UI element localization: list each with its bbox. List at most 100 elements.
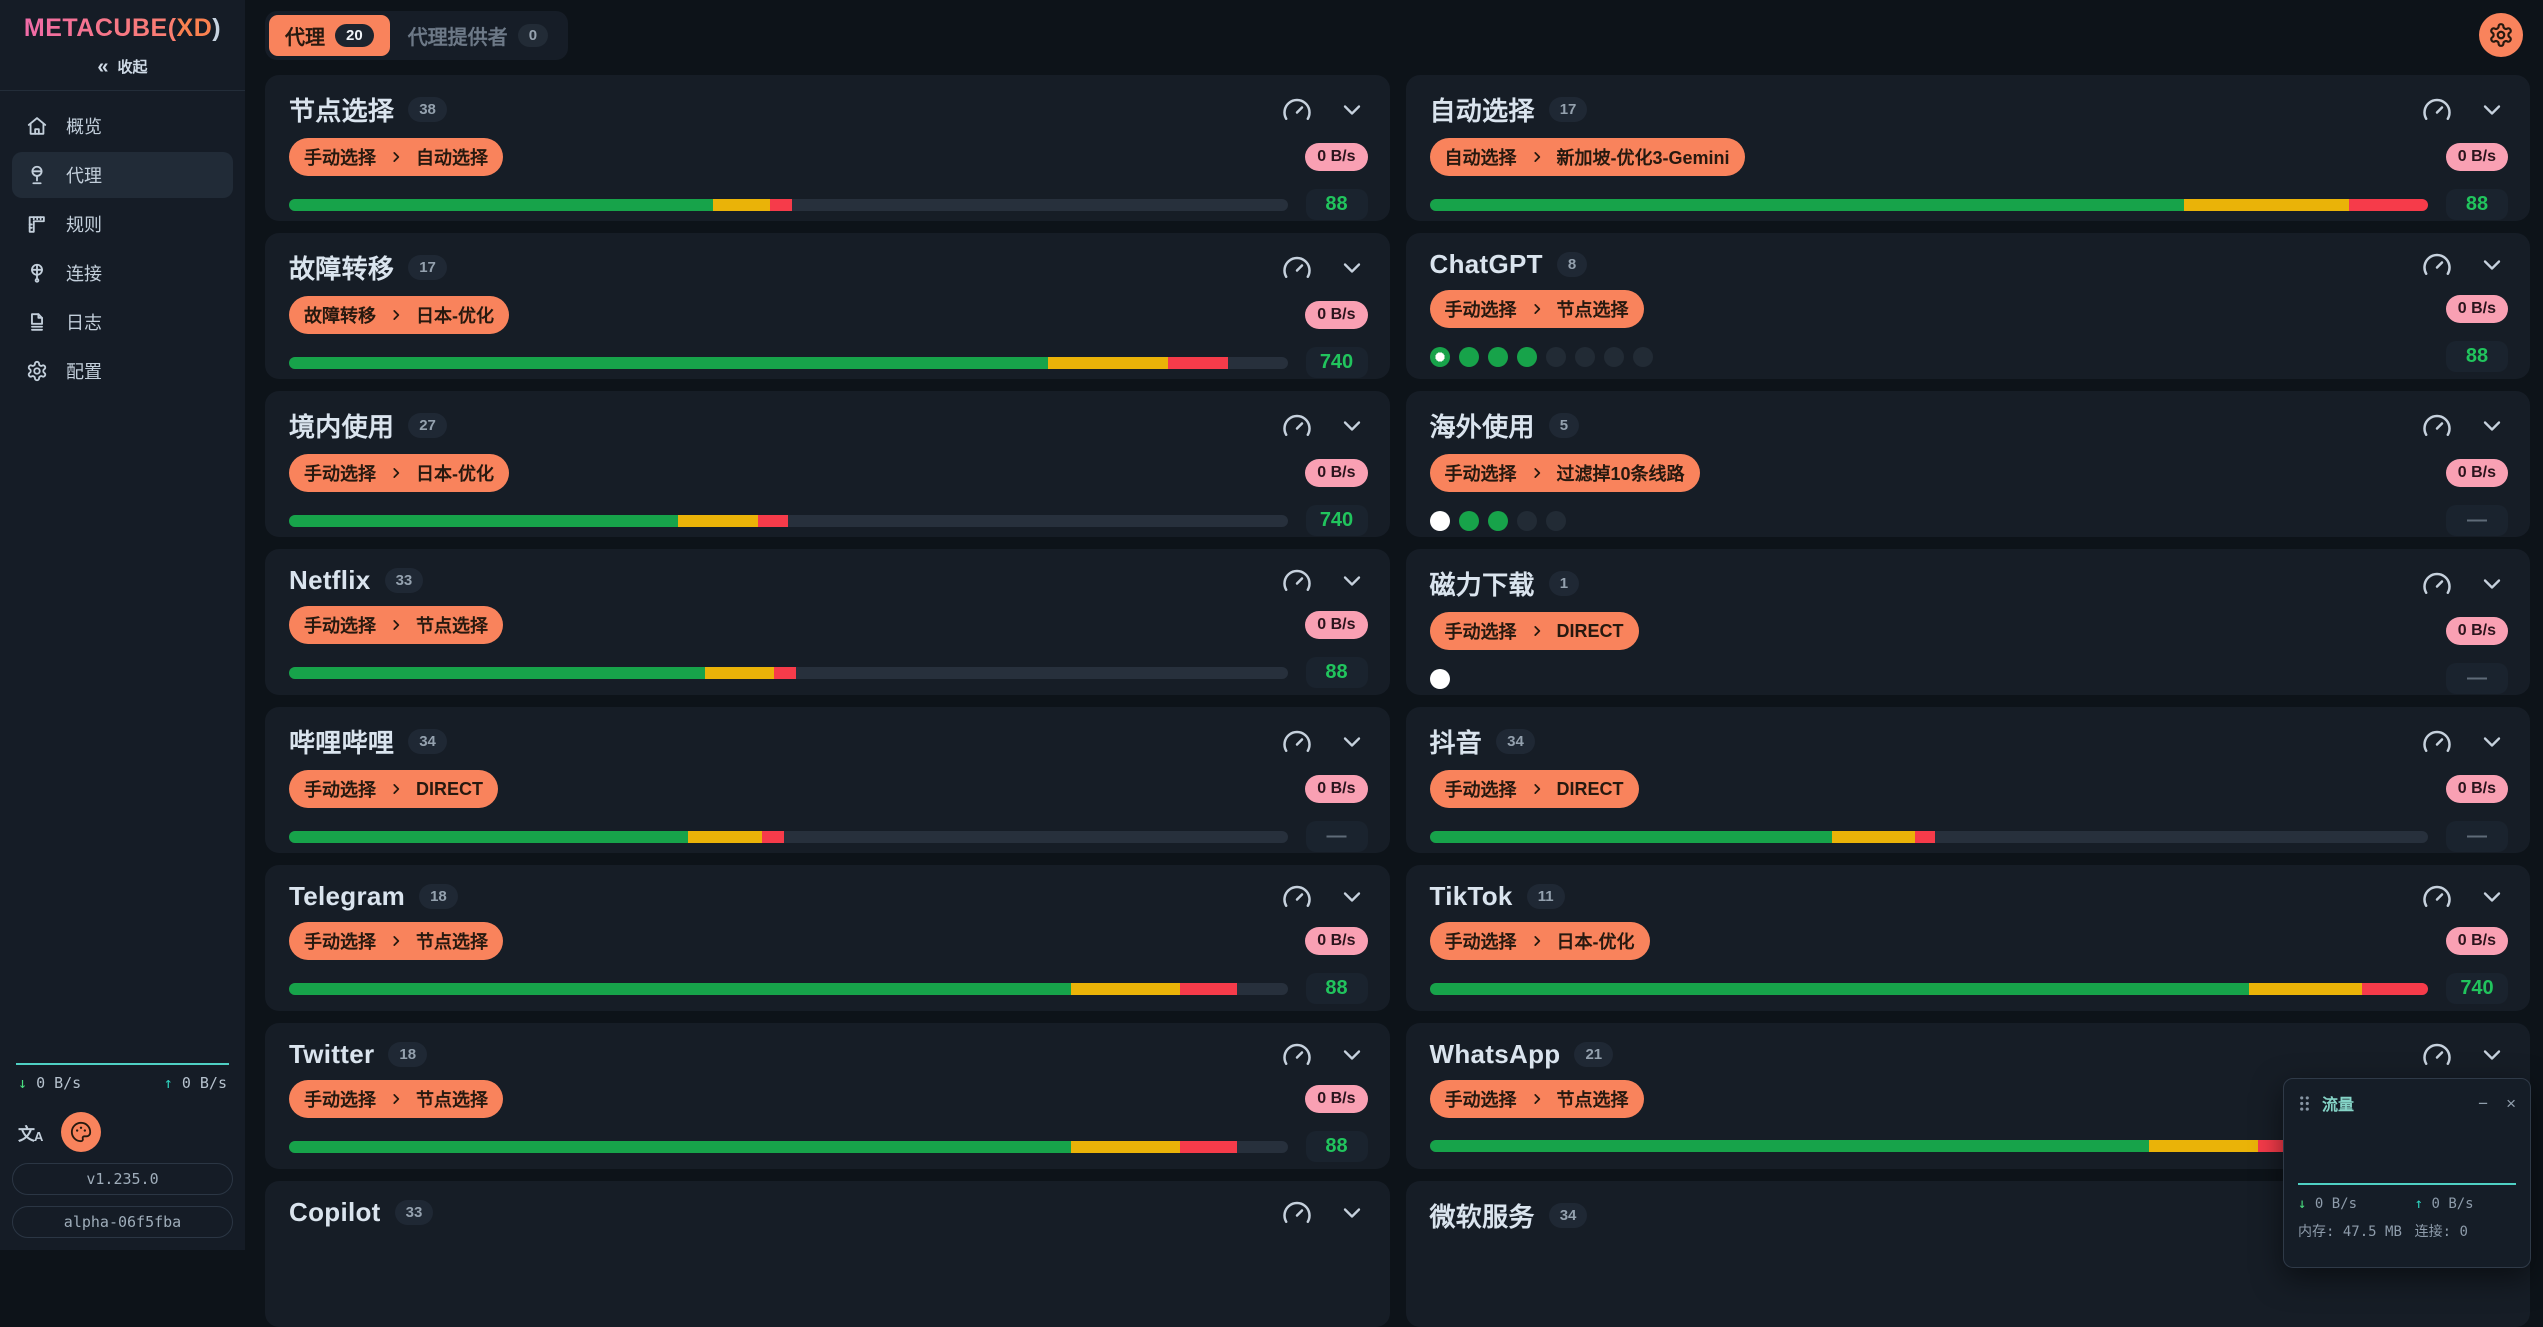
group-name: Copilot: [289, 1197, 381, 1228]
bar-segment-green: [289, 515, 678, 527]
proxy-group-card: 节点选择 38 手动选择 自动选择 0 B/s 88: [265, 75, 1390, 221]
latency-distribution-bar: [289, 1141, 1288, 1153]
sidebar-item-logs[interactable]: 日志: [12, 299, 233, 345]
latency-test-button[interactable]: [1282, 1198, 1312, 1228]
gauge-icon: [2422, 1040, 2452, 1070]
group-name: 故障转移: [289, 249, 394, 286]
expand-button[interactable]: [2478, 96, 2506, 124]
expand-button[interactable]: [1338, 412, 1366, 440]
card-header: 自动选择 17: [1430, 91, 2509, 128]
latency-test-button[interactable]: [1282, 1040, 1312, 1070]
node-dots: [1430, 511, 2429, 531]
expand-button[interactable]: [2478, 728, 2506, 756]
node-dot-off[interactable]: [1546, 511, 1566, 531]
node-dot-off[interactable]: [1546, 347, 1566, 367]
bar-segment-red: [1180, 1141, 1237, 1153]
logo-accent: XD: [177, 14, 213, 42]
selected-proxy-badge: 手动选择 DIRECT: [289, 770, 498, 808]
latency-test-button[interactable]: [1282, 411, 1312, 441]
tab-proxy-providers[interactable]: 代理提供者 0: [392, 15, 564, 56]
expand-button[interactable]: [2478, 251, 2506, 279]
sidebar-item-proxies[interactable]: 代理: [12, 152, 233, 198]
node-dot-off[interactable]: [1604, 347, 1624, 367]
node-dot-selected-white[interactable]: [1430, 511, 1450, 531]
latency-test-button[interactable]: [2422, 882, 2452, 912]
node-count-badge: 33: [395, 1200, 434, 1225]
drag-handle-icon[interactable]: [2298, 1094, 2311, 1113]
expand-button[interactable]: [1338, 254, 1366, 282]
expand-button[interactable]: [1338, 728, 1366, 756]
group-speed-badge: 0 B/s: [2446, 617, 2508, 645]
theme-palette-button[interactable]: [61, 1112, 101, 1152]
tab-proxies[interactable]: 代理 20: [269, 15, 390, 56]
node-dot-green[interactable]: [1488, 347, 1508, 367]
close-button[interactable]: ×: [2506, 1095, 2516, 1112]
latency-test-button[interactable]: [1282, 95, 1312, 125]
card-selector-row: 手动选择 过滤掉10条线路 0 B/s: [1430, 454, 2509, 492]
latency-test-button[interactable]: [2422, 250, 2452, 280]
expand-button[interactable]: [1338, 567, 1366, 595]
chevron-down-icon: [2478, 1041, 2506, 1069]
card-header-icons: [2422, 95, 2506, 125]
chevron-down-icon: [1338, 1199, 1366, 1227]
latency-test-button[interactable]: [1282, 882, 1312, 912]
logo-paren: ): [212, 14, 221, 42]
expand-button[interactable]: [2478, 570, 2506, 598]
group-name: TikTok: [1430, 881, 1513, 912]
chevron-down-icon: [2478, 570, 2506, 598]
gauge-icon: [1282, 253, 1312, 283]
latency-test-button[interactable]: [2422, 411, 2452, 441]
bar-segment-yellow: [2249, 983, 2362, 995]
latency-test-button[interactable]: [1282, 727, 1312, 757]
gauge-icon: [1282, 1198, 1312, 1228]
chevron-right-icon: [1530, 150, 1544, 164]
node-dot-green[interactable]: [1459, 511, 1479, 531]
node-dot-off[interactable]: [1517, 511, 1537, 531]
expand-button[interactable]: [2478, 883, 2506, 911]
expand-button[interactable]: [2478, 1041, 2506, 1069]
card-header-icons: [1282, 411, 1366, 441]
chevron-down-icon: [1338, 728, 1366, 756]
selected-proxy-badge: 自动选择 新加坡-优化3-Gemini: [1430, 138, 1745, 176]
node-dot-selected-white[interactable]: [1430, 669, 1450, 689]
group-latency: —: [1306, 821, 1368, 852]
sidebar-item-home[interactable]: 概览: [12, 103, 233, 149]
latency-test-button[interactable]: [1282, 253, 1312, 283]
group-speed-badge: 0 B/s: [1305, 775, 1367, 803]
card-header-icons: [1282, 1040, 1366, 1070]
group-name: WhatsApp: [1430, 1039, 1561, 1070]
latency-test-button[interactable]: [2422, 727, 2452, 757]
expand-button[interactable]: [1338, 1041, 1366, 1069]
card-header: Copilot 33: [289, 1197, 1368, 1228]
node-dot-selected-green[interactable]: [1430, 347, 1450, 367]
expand-button[interactable]: [1338, 96, 1366, 124]
node-dot-off[interactable]: [1575, 347, 1595, 367]
latency-test-button[interactable]: [2422, 1040, 2452, 1070]
node-dot-green[interactable]: [1459, 347, 1479, 367]
group-latency: —: [2446, 505, 2508, 536]
expand-button[interactable]: [1338, 1199, 1366, 1227]
latency-test-button[interactable]: [1282, 566, 1312, 596]
card-selector-row: 手动选择 DIRECT 0 B/s: [289, 770, 1368, 808]
expand-button[interactable]: [1338, 883, 1366, 911]
chevron-right-icon: [1530, 302, 1544, 316]
selector-to: 节点选择: [1557, 296, 1629, 322]
node-dot-green[interactable]: [1517, 347, 1537, 367]
node-count-badge: 18: [388, 1042, 427, 1067]
gauge-icon: [2422, 250, 2452, 280]
sidebar-item-connections[interactable]: 连接: [12, 250, 233, 296]
proxy-settings-button[interactable]: [2479, 13, 2523, 57]
minimize-button[interactable]: −: [2478, 1095, 2488, 1112]
gauge-icon: [2422, 411, 2452, 441]
sidebar-item-config[interactable]: 配置: [12, 348, 233, 394]
latency-test-button[interactable]: [2422, 569, 2452, 599]
node-dot-green[interactable]: [1488, 511, 1508, 531]
expand-button[interactable]: [2478, 412, 2506, 440]
sidebar-collapse-button[interactable]: « 收起: [97, 56, 147, 77]
node-dot-off[interactable]: [1633, 347, 1653, 367]
card-header: ChatGPT 8: [1430, 249, 2509, 280]
latency-test-button[interactable]: [2422, 95, 2452, 125]
sidebar-item-rules[interactable]: 规则: [12, 201, 233, 247]
chevron-right-icon: [389, 308, 403, 322]
